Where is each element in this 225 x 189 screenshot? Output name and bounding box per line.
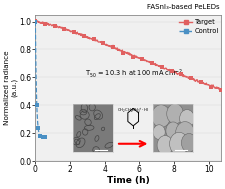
X-axis label: Time (h): Time (h) [107, 176, 149, 185]
Legend: Target, Control: Target, Control [179, 19, 219, 34]
Y-axis label: Normalized radiance
(a.u.): Normalized radiance (a.u.) [4, 51, 18, 125]
Text: FASnI₃-based PeLEDs: FASnI₃-based PeLEDs [147, 4, 220, 10]
Text: T$_{50}$ = 10.3 h at 100 mA cm$^{-2}$: T$_{50}$ = 10.3 h at 100 mA cm$^{-2}$ [86, 68, 184, 80]
